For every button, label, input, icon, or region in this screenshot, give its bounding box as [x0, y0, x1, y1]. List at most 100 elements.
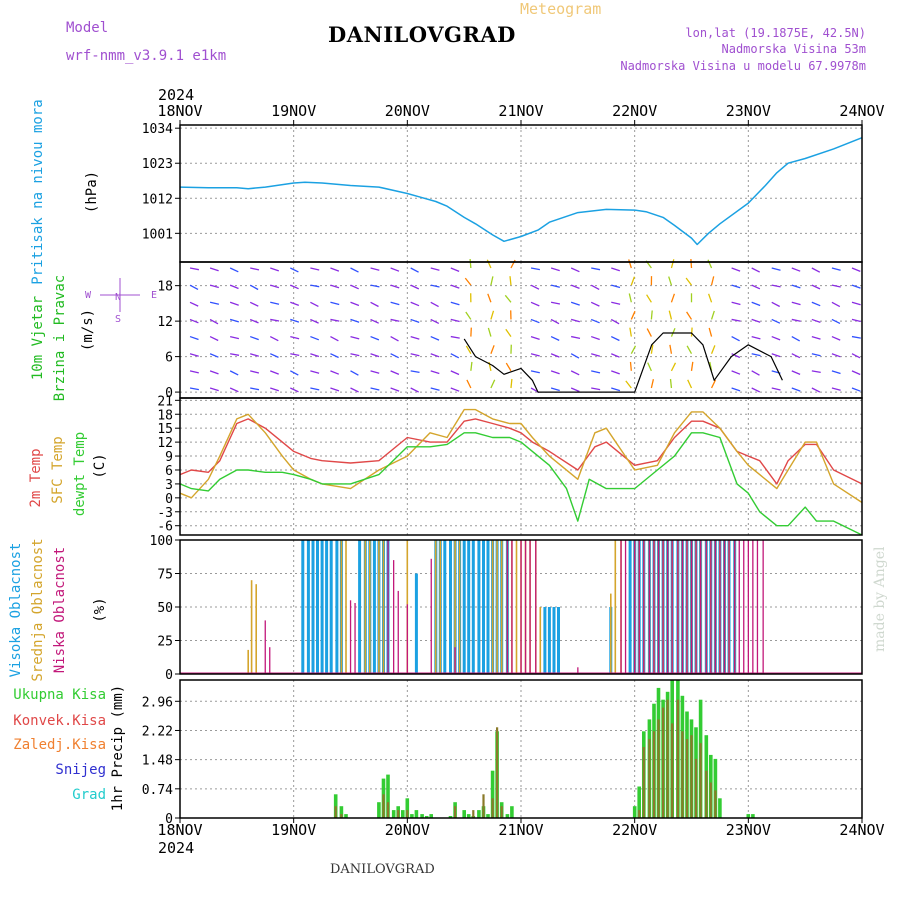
low-cloud-bar	[524, 540, 527, 674]
panel-frame-clouds	[179, 539, 863, 675]
total-precip-bar	[477, 810, 481, 818]
total-precip-bar	[424, 816, 429, 818]
conv-precip-bar	[638, 810, 641, 818]
wind-barb	[550, 370, 560, 375]
wind-barb	[249, 301, 259, 307]
mid-cloud-bar	[434, 540, 437, 674]
total-precip-bar	[505, 814, 510, 818]
wind-barb	[851, 370, 861, 376]
precip-unit: 1hr Precip (mm)	[110, 685, 126, 811]
conv-precip-bar	[709, 782, 712, 818]
y-tick-label-precip: 2.96	[142, 695, 173, 710]
wind-barb	[410, 284, 420, 290]
wind-barb	[771, 353, 781, 358]
wind-barb	[669, 378, 673, 389]
high-cloud-bar	[316, 540, 319, 674]
precip-legend-3: Snijeg	[55, 762, 106, 778]
mid-cloud-bar	[364, 540, 367, 674]
mid-cloud-bar	[515, 540, 518, 674]
wind-barb	[668, 310, 673, 320]
wind-barb	[370, 387, 380, 391]
wind-barb	[791, 284, 801, 289]
wind-barb	[487, 293, 492, 303]
wind-barb	[791, 318, 801, 322]
wind-barb	[731, 353, 741, 359]
wind-barb	[731, 301, 741, 306]
wind-barb	[250, 370, 260, 374]
low-cloud-bar	[681, 540, 684, 674]
wind-barb	[811, 267, 821, 273]
wind-barb	[310, 318, 319, 324]
low-cloud-bar	[406, 604, 408, 674]
total-precip-bar	[746, 814, 751, 818]
mid-cloud-bar	[345, 540, 347, 674]
wind-barb	[510, 378, 513, 389]
low-cloud-bar	[710, 540, 712, 674]
y-tick-label-pressure: 1023	[142, 157, 173, 172]
total-precip-bar	[466, 814, 471, 818]
wind-barb	[611, 284, 621, 289]
wind-barb	[670, 259, 675, 269]
credit-watermark: made by Angel	[872, 546, 888, 653]
mid-cloud-bar	[614, 540, 617, 674]
temperature-series-line-1	[179, 408, 863, 504]
wind-barb	[450, 318, 460, 323]
wind-barb	[250, 267, 260, 271]
high-cloud-bar	[552, 607, 556, 674]
wind-barb	[450, 387, 460, 392]
wind-barb	[791, 336, 801, 342]
total-precip-bar	[344, 814, 348, 818]
wind-barb	[811, 353, 821, 357]
wind-barb	[851, 387, 861, 392]
wind-barb	[731, 387, 741, 392]
wind-barb	[390, 336, 399, 342]
x-tick-label-top: 21NOV	[498, 102, 543, 120]
wind-barb	[591, 267, 601, 271]
wind-barb	[370, 335, 380, 341]
precip-legend-1: Konvek.Kisa	[13, 713, 106, 729]
wind-barb	[209, 318, 219, 325]
wind-barb	[230, 335, 240, 340]
location-lonlat: lon,lat (19.1875E, 42.5N)	[685, 26, 866, 40]
y-tick-label-wind: 18	[157, 280, 173, 295]
wind-barb	[270, 318, 280, 322]
pressure-label: Pritisak na nivou mora	[30, 99, 46, 284]
low-cloud-bar	[535, 540, 537, 674]
wind-barb	[350, 267, 359, 273]
wind-barb	[290, 387, 299, 393]
low-cloud-bar	[705, 540, 707, 674]
low-cloud-bar	[349, 600, 352, 674]
precip-legend-2: Zaledj.Kisa	[13, 737, 106, 753]
low-cloud-bar	[667, 540, 669, 674]
wind-barb	[189, 284, 199, 290]
wind-barb	[628, 259, 632, 269]
wind-barb	[550, 387, 560, 392]
wind-barb	[430, 370, 440, 375]
wind-barb	[831, 301, 841, 308]
wind-barb	[330, 353, 339, 359]
wind-barb	[710, 276, 715, 286]
grid-layer	[180, 125, 862, 818]
pressure-unit: (hPa)	[84, 171, 100, 213]
low-cloud-bar	[264, 620, 266, 674]
wind-barb	[669, 344, 673, 354]
wind-barb	[687, 379, 693, 389]
wind-barb	[310, 301, 319, 307]
wind-barb	[310, 284, 320, 288]
mid-cloud-bar	[340, 540, 343, 674]
wind-barb	[590, 335, 600, 341]
wind-barb	[450, 353, 460, 359]
meteogram-label: Meteogram	[520, 0, 602, 18]
conv-precip-bar	[482, 794, 485, 818]
high-cloud-bar	[628, 540, 632, 674]
wind-barb	[466, 379, 472, 389]
wind-barb	[751, 335, 761, 340]
wind-barb	[685, 277, 693, 286]
wind-barb	[465, 345, 472, 355]
wind-barb	[731, 284, 741, 289]
wind-barb	[791, 370, 801, 375]
low-cloud-bar	[511, 540, 513, 674]
wind-barb	[611, 370, 620, 375]
conv-precip-bar	[397, 810, 400, 818]
wind-barb	[450, 370, 460, 376]
